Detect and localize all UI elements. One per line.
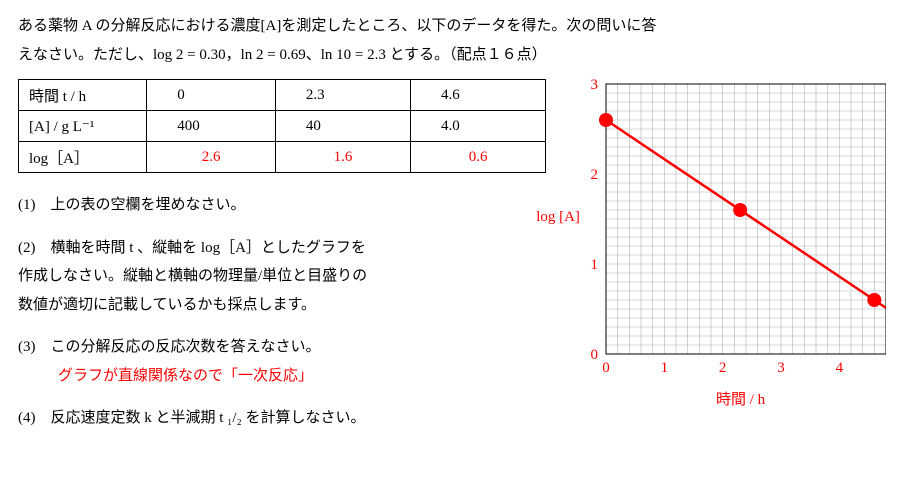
svg-text:1: 1: [661, 360, 669, 376]
conc-1: 40: [275, 111, 410, 142]
svg-text:1: 1: [591, 257, 599, 273]
svg-text:0: 0: [602, 360, 610, 376]
svg-text:3: 3: [591, 79, 599, 93]
th-0: 0: [147, 80, 276, 111]
svg-text:4: 4: [836, 360, 844, 376]
intro-line1: ある薬物 A の分解反応における濃度[A]を測定したところ、以下のデータを得た。…: [18, 18, 656, 34]
chart-svg: 0 1 2 3 4 0 1 2 3: [586, 79, 886, 379]
chart-ylabel: log [A]: [536, 209, 580, 226]
chart: log [A] 012340123 時間 / h: [586, 79, 895, 409]
th-1: 2.3: [275, 80, 410, 111]
data-table: 時間 t / h 0 2.3 4.6 [A] / g L⁻¹ 400 40 4.…: [18, 79, 546, 173]
row-conc-label: [A] / g L⁻¹: [19, 111, 147, 142]
q3-answer: グラフが直線関係なので「一次反応」: [18, 368, 313, 384]
q2-line3: 数値が適切に記載しているかも採点します。: [18, 297, 316, 313]
q2-line1: (2) 横軸を時間 t 、縦軸を log［A］としたグラフを: [18, 240, 366, 256]
table-row: 時間 t / h 0 2.3 4.6: [19, 80, 546, 111]
intro-text: ある薬物 A の分解反応における濃度[A]を測定したところ、以下のデータを得た。…: [18, 12, 895, 69]
table-row: log［A］ 2.6 1.6 0.6: [19, 142, 546, 173]
svg-text:3: 3: [777, 360, 785, 376]
intro-line2: えなさい。ただし、log 2 = 0.30，ln 2 = 0.69、ln 10 …: [18, 47, 547, 63]
row-log-label: log［A］: [19, 142, 147, 173]
svg-text:0: 0: [591, 347, 599, 363]
chart-xlabel: 時間 / h: [586, 388, 895, 409]
svg-text:2: 2: [719, 360, 727, 376]
log-1: 1.6: [275, 142, 410, 173]
q3-line1: (3) この分解反応の反応次数を答えなさい。: [18, 339, 321, 355]
q2-line2: 作成しなさい。縦軸と横軸の物理量/単位と目盛りの: [18, 268, 367, 284]
question-3: (3) この分解反応の反応次数を答えなさい。 グラフが直線関係なので「一次反応」: [18, 333, 546, 390]
question-4: (4) 反応速度定数 k と半減期 t ₁/₂ を計算しなさい。: [18, 404, 546, 433]
svg-text:2: 2: [591, 167, 599, 183]
question-1: (1) 上の表の空欄を埋めなさい。: [18, 191, 546, 220]
log-2: 0.6: [411, 142, 546, 173]
log-0: 2.6: [147, 142, 276, 173]
conc-2: 4.0: [411, 111, 546, 142]
conc-0: 400: [147, 111, 276, 142]
question-2: (2) 横軸を時間 t 、縦軸を log［A］としたグラフを 作成しなさい。縦軸…: [18, 234, 546, 320]
th-time: 時間 t / h: [19, 80, 147, 111]
th-2: 4.6: [411, 80, 546, 111]
table-row: [A] / g L⁻¹ 400 40 4.0: [19, 111, 546, 142]
